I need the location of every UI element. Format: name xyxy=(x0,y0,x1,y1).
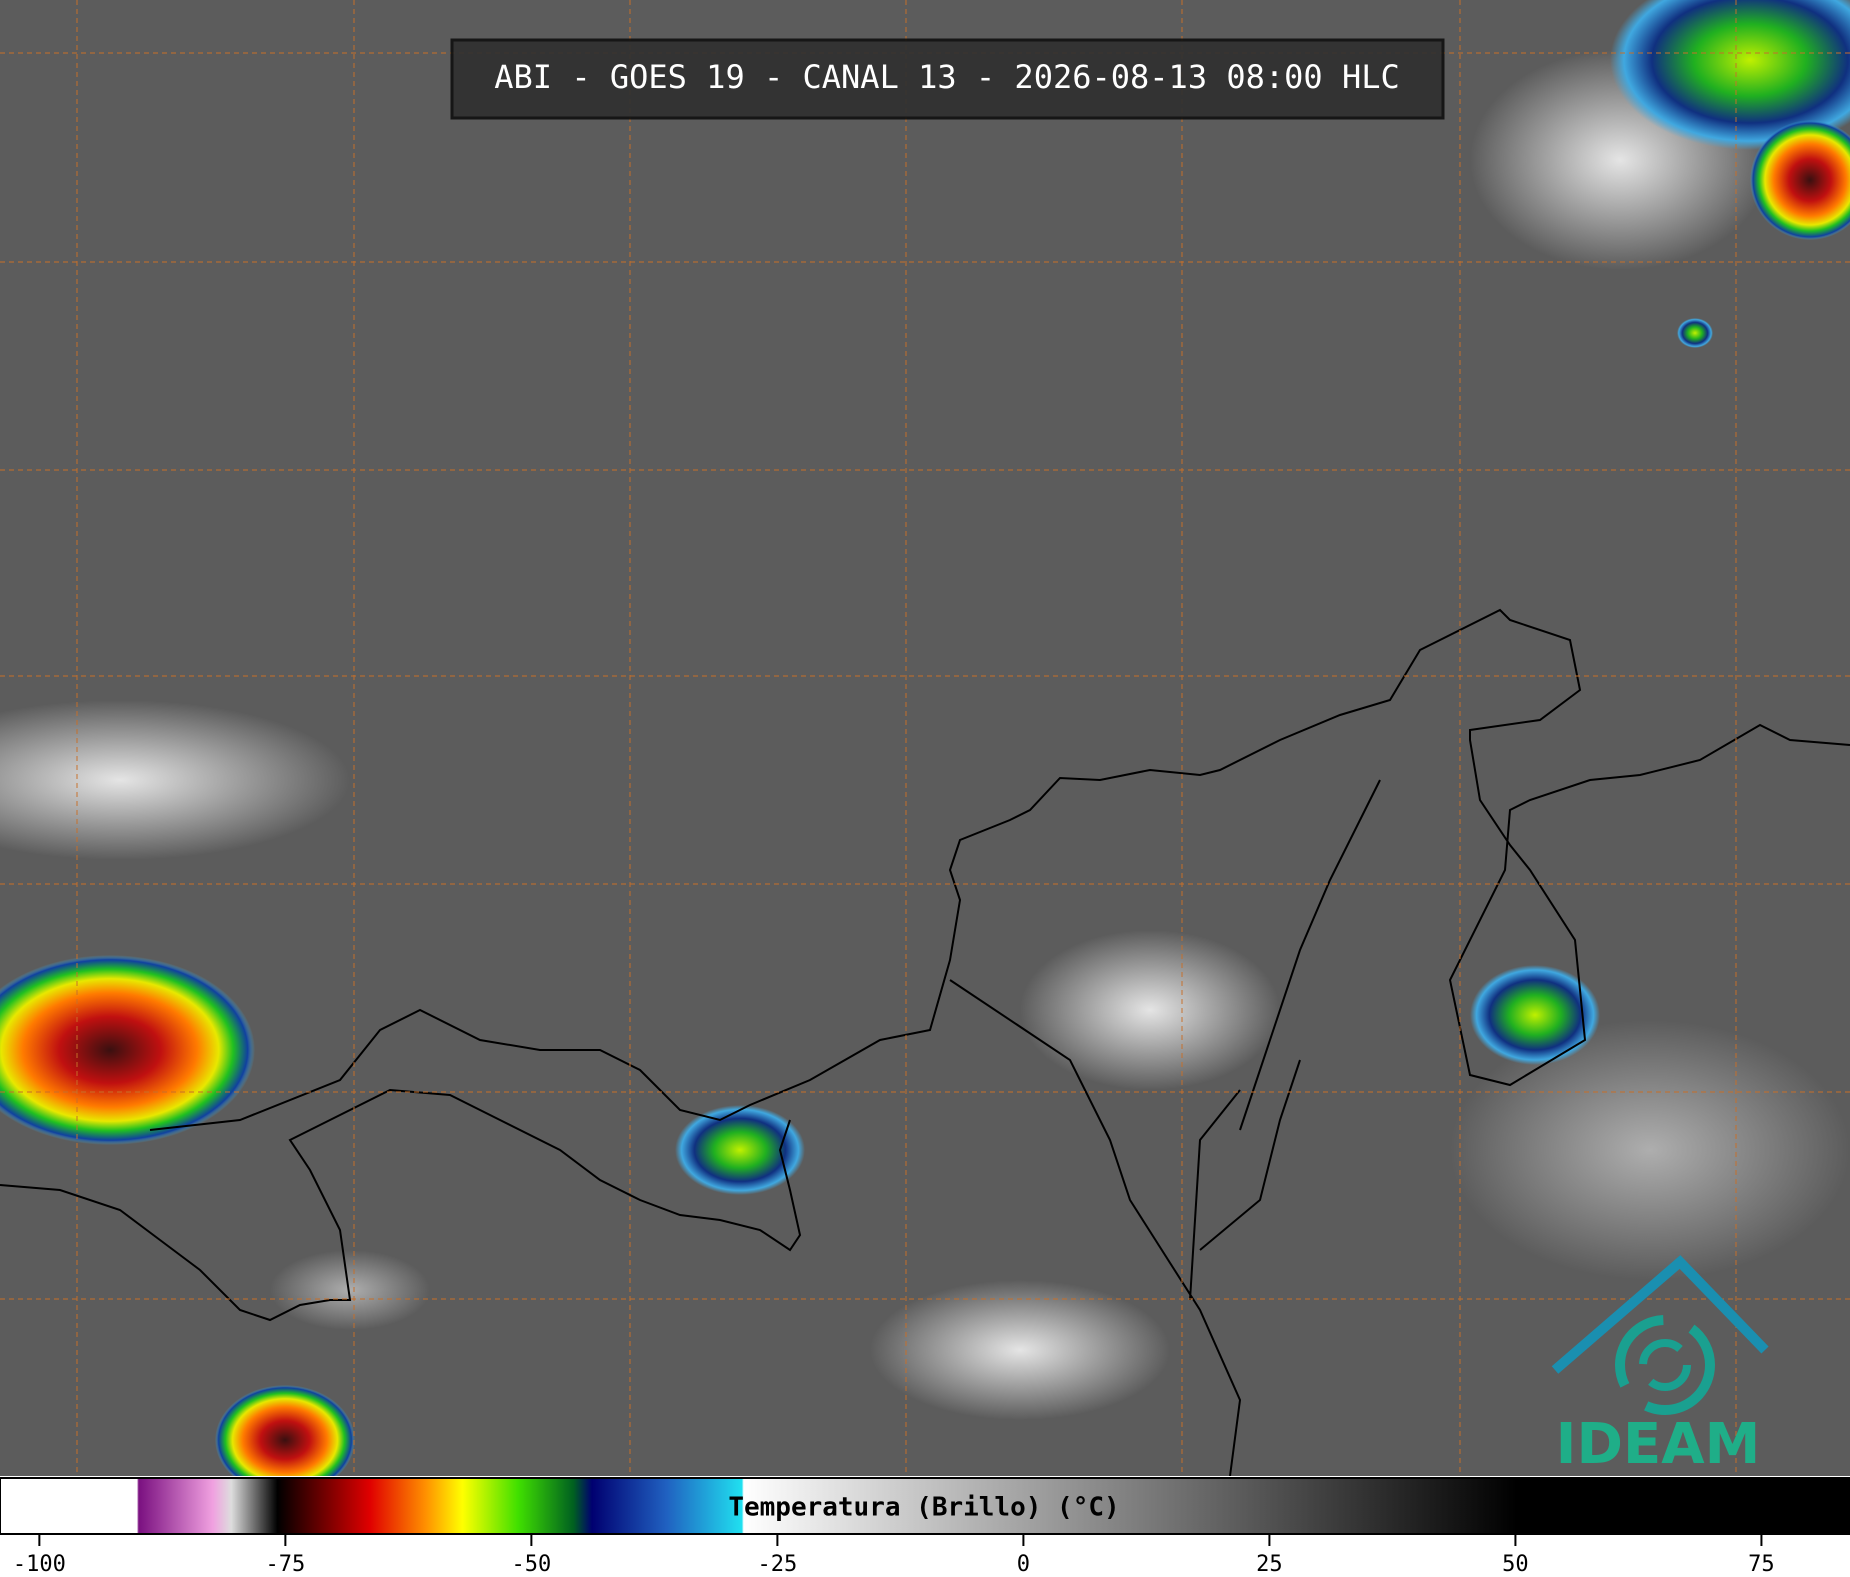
title-box xyxy=(450,38,1445,120)
tick-label: 75 xyxy=(1748,1552,1775,1577)
clouds xyxy=(0,50,1850,1420)
coastlines xyxy=(0,608,1850,1477)
title: ABI - GOES 19 - CANAL 13 - 2026-08-13 08… xyxy=(494,58,1399,96)
tick-label: -50 xyxy=(512,1552,552,1577)
tick-label: -75 xyxy=(265,1552,305,1577)
ideam-logo: IDEAM xyxy=(1551,1255,1769,1477)
tick-label: -25 xyxy=(758,1552,798,1577)
tick-label: 50 xyxy=(1502,1552,1529,1577)
tick-label: -100 xyxy=(13,1552,66,1577)
colorbar xyxy=(0,1477,1850,1535)
tick-label: 25 xyxy=(1256,1552,1283,1577)
logo-text: IDEAM xyxy=(1556,1412,1761,1477)
storms xyxy=(0,0,1850,1495)
grid-lines xyxy=(0,0,1850,1476)
colorbar-ticks: -100 -75 -50 -25 0 25 50 75 xyxy=(13,1534,1775,1577)
colorbar-label: Temperatura (Brillo) (°C) xyxy=(728,1493,1119,1523)
tick-label: 0 xyxy=(1017,1552,1030,1577)
